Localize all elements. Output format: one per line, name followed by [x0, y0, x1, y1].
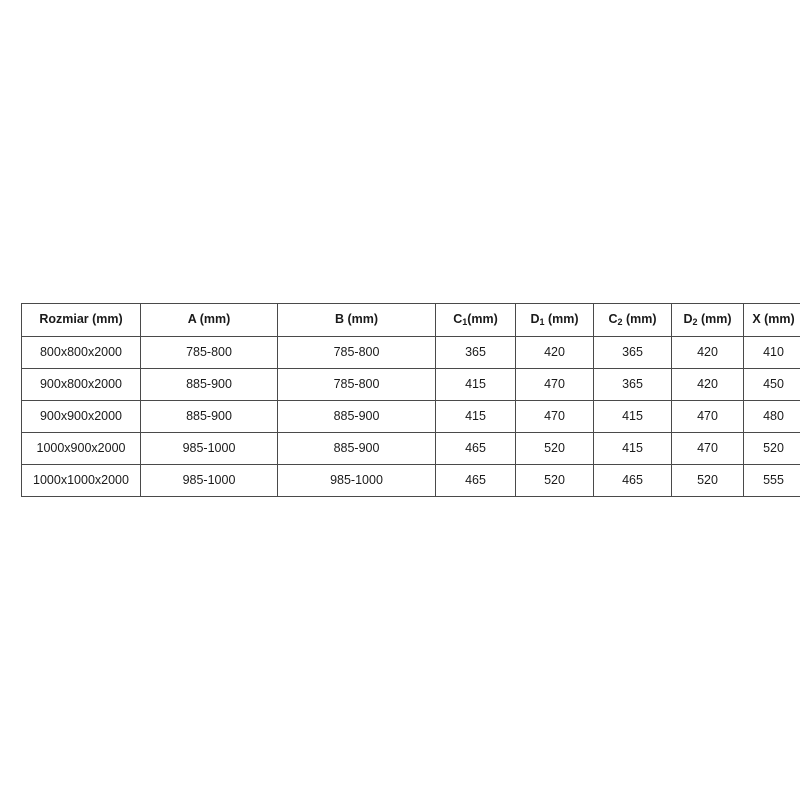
cell-b: 885-900 [277, 400, 436, 433]
table-row: 900x900x2000 885-900 885-900 415 470 415 470 48… [21, 400, 800, 433]
cell-x: 555 [743, 464, 800, 497]
cell-d1: 470 [515, 368, 594, 401]
column-header-subscript: 1 [462, 317, 468, 328]
cell-size: 1000x1000x2000 [21, 464, 141, 497]
cell-d2: 420 [671, 368, 744, 401]
column-header-x: X (mm) [743, 303, 800, 337]
cell-b: 985-1000 [277, 464, 436, 497]
cell-b: 785-800 [277, 368, 436, 401]
column-header-unit: (mm) [544, 312, 579, 327]
cell-size: 900x900x2000 [21, 400, 141, 433]
column-header-unit: (mm) [760, 312, 795, 327]
table-body: 800x800x2000 785-800 785-800 365 420 365 420 41… [21, 336, 800, 497]
column-header-d1: D1 (mm) [515, 303, 594, 337]
column-header-a: A (mm) [140, 303, 278, 337]
column-header-label: D [683, 312, 693, 327]
column-header-c2: C2 (mm) [593, 303, 672, 337]
cell-x: 410 [743, 336, 800, 369]
cell-size: 1000x900x2000 [21, 432, 141, 465]
cell-d2: 520 [671, 464, 744, 497]
cell-c1: 365 [435, 336, 516, 369]
column-header-label: B [334, 312, 344, 327]
cell-size: 800x800x2000 [21, 336, 141, 369]
column-header-unit: (mm) [697, 312, 732, 327]
column-header-unit: (mm) [88, 312, 123, 327]
cell-b: 885-900 [277, 432, 436, 465]
column-header-label: X [752, 312, 761, 327]
column-header-label: D [530, 312, 540, 327]
column-header-subscript: 2 [617, 317, 623, 328]
cell-c1: 465 [435, 464, 516, 497]
cell-c1: 415 [435, 368, 516, 401]
cell-c2: 465 [593, 464, 672, 497]
cell-size: 900x800x2000 [21, 368, 141, 401]
specification-table-container: Rozmiar (mm) A (mm) B (mm) C1(mm) D1 (mm) C2 … [21, 303, 800, 497]
table-row: 1000x900x2000 985-1000 885-900 465 520 415 470… [21, 432, 800, 465]
cell-d2: 420 [671, 336, 744, 369]
table-header-row: Rozmiar (mm) A (mm) B (mm) C1(mm) D1 (mm) C2 … [21, 303, 800, 337]
cell-a: 885-900 [140, 368, 278, 401]
column-header-label: C [453, 312, 463, 327]
table-row: 1000x1000x2000 985-1000 985-1000 465 520 465 5… [21, 464, 800, 497]
cell-d1: 470 [515, 400, 594, 433]
table-row: 800x800x2000 785-800 785-800 365 420 365 420 41… [21, 336, 800, 369]
column-header-d2: D2 (mm) [671, 303, 744, 337]
column-header-b: B (mm) [277, 303, 436, 337]
cell-x: 480 [743, 400, 800, 433]
column-header-unit: (mm) [344, 312, 379, 327]
column-header-unit: (mm) [622, 312, 657, 327]
cell-c1: 465 [435, 432, 516, 465]
column-header-size: Rozmiar (mm) [21, 303, 141, 337]
cell-c2: 365 [593, 368, 672, 401]
cell-d2: 470 [671, 432, 744, 465]
column-header-label: C [608, 312, 618, 327]
column-header-subscript: 1 [539, 317, 545, 328]
cell-a: 985-1000 [140, 464, 278, 497]
cell-b: 785-800 [277, 336, 436, 369]
column-header-unit: (mm) [196, 312, 231, 327]
cell-c2: 415 [593, 432, 672, 465]
cell-d2: 470 [671, 400, 744, 433]
column-header-unit: (mm) [467, 312, 498, 327]
cell-d1: 420 [515, 336, 594, 369]
table-row: 900x800x2000 885-900 785-800 415 470 365 420 45… [21, 368, 800, 401]
column-header-label: A [187, 312, 197, 327]
specification-table: Rozmiar (mm) A (mm) B (mm) C1(mm) D1 (mm) C2 … [21, 303, 800, 497]
column-header-subscript: 2 [692, 317, 698, 328]
column-header-c1: C1(mm) [435, 303, 516, 337]
cell-d1: 520 [515, 432, 594, 465]
cell-a: 785-800 [140, 336, 278, 369]
cell-d1: 520 [515, 464, 594, 497]
cell-a: 985-1000 [140, 432, 278, 465]
cell-c2: 365 [593, 336, 672, 369]
cell-c1: 415 [435, 400, 516, 433]
cell-x: 520 [743, 432, 800, 465]
column-header-label: Rozmiar [39, 312, 89, 327]
cell-c2: 415 [593, 400, 672, 433]
cell-x: 450 [743, 368, 800, 401]
cell-a: 885-900 [140, 400, 278, 433]
